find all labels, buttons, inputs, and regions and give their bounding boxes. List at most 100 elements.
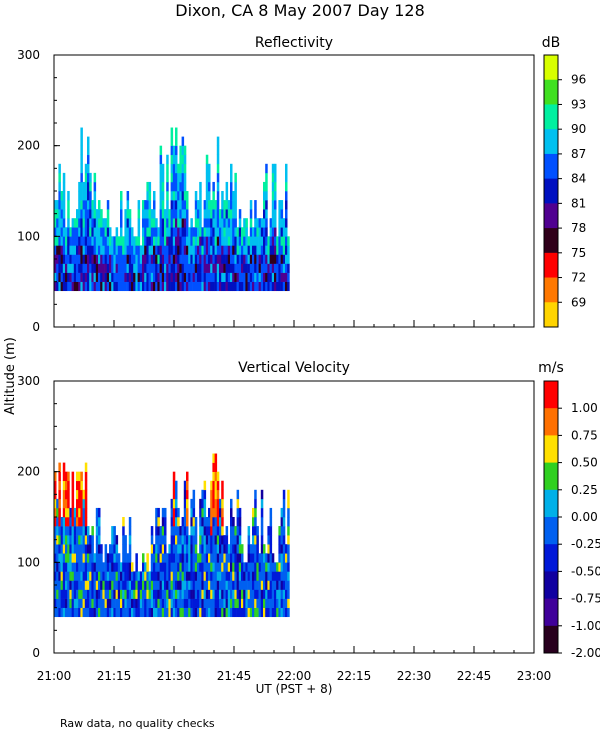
heatmap-cell [208, 272, 211, 282]
heatmap-cell [216, 589, 220, 599]
heatmap-cell [128, 263, 132, 273]
heatmap-cell [234, 571, 237, 581]
heatmap-cell [69, 507, 72, 518]
heatmap-cell [190, 281, 193, 292]
heatmap-cell [210, 517, 213, 527]
heatmap-cell [190, 272, 193, 282]
heatmap-cell [232, 254, 235, 264]
heatmap-cell [133, 245, 136, 255]
heatmap-cell [146, 553, 149, 563]
heatmap-cell [144, 272, 147, 282]
heatmap-cell [128, 227, 132, 237]
heatmap-cell [58, 562, 61, 572]
heatmap-cell [269, 553, 273, 563]
heatmap-cell [115, 272, 119, 282]
heatmap-cell [76, 589, 79, 599]
heatmap-cell [179, 562, 182, 572]
heatmap-cell [67, 507, 70, 518]
heatmap-cell [260, 571, 264, 581]
heatmap-cell [199, 507, 202, 518]
heatmap-cell [104, 562, 108, 572]
heatmap-cell [100, 562, 103, 572]
heatmap-cell [230, 236, 233, 246]
heatmap-cell [179, 218, 182, 228]
heatmap-cell [84, 200, 88, 210]
heatmap-cell [282, 254, 286, 264]
heatmap-cell [91, 263, 94, 273]
heatmap-cell [271, 571, 275, 581]
heatmap-cell [139, 589, 143, 599]
heatmap-cell [62, 589, 66, 599]
heatmap-cell [183, 272, 187, 282]
colorbar-segment [544, 598, 558, 627]
heatmap-cell [67, 580, 70, 590]
heatmap-cell [65, 544, 68, 554]
heatmap-cell [197, 272, 200, 282]
heatmap-cell [67, 589, 70, 599]
heatmap-cell [148, 227, 152, 237]
heatmap-cell [157, 562, 160, 572]
heatmap-cell [263, 272, 266, 282]
heatmap-cell [260, 535, 264, 545]
heatmap-cell [58, 498, 61, 509]
heatmap-cell [234, 263, 237, 273]
heatmap-cell [58, 507, 61, 518]
heatmap-cell [157, 507, 160, 518]
heatmap-cell [135, 562, 138, 572]
heatmap-cell [67, 272, 70, 282]
heatmap-cell [142, 589, 145, 599]
heatmap-cell [76, 507, 79, 518]
heatmap-cell [201, 263, 204, 273]
heatmap-cell [186, 471, 189, 482]
heatmap-cell [183, 607, 187, 618]
heatmap-cell [172, 263, 176, 273]
heatmap-cell [260, 507, 264, 518]
heatmap-cell [183, 580, 187, 590]
heatmap-cell [58, 200, 61, 210]
heatmap-cell [247, 589, 251, 599]
heatmap-cell [89, 562, 92, 572]
heatmap-cell [278, 218, 281, 228]
y-tick-label: 200 [17, 465, 40, 479]
heatmap-cell [76, 245, 79, 255]
heatmap-cell [54, 471, 57, 482]
heatmap-cell [58, 218, 61, 228]
heatmap-cell [80, 471, 83, 482]
heatmap-cell [98, 562, 101, 572]
heatmap-cell [100, 272, 103, 282]
heatmap-cell [78, 598, 81, 608]
heatmap-cell [76, 598, 79, 608]
heatmap-cell [87, 163, 90, 174]
heatmap-cell [155, 245, 158, 255]
colorbar-segment [544, 129, 558, 155]
heatmap-cell [122, 254, 125, 264]
heatmap-cell [78, 562, 81, 572]
heatmap-cell [232, 544, 235, 554]
heatmap-cell [219, 498, 222, 509]
heatmap-cell [260, 607, 264, 618]
heatmap-cell [201, 227, 204, 237]
heatmap-cell [263, 544, 266, 554]
heatmap-cell [137, 589, 141, 599]
heatmap-cell [84, 236, 88, 246]
heatmap-cell [260, 526, 264, 536]
heatmap-cell [258, 218, 262, 228]
heatmap-cell [161, 245, 165, 255]
heatmap-cell [216, 245, 220, 255]
heatmap-cell [280, 200, 284, 210]
heatmap-cell [188, 544, 191, 554]
heatmap-cell [126, 598, 130, 608]
heatmap-cell [62, 191, 66, 201]
heatmap-cell [210, 236, 213, 246]
heatmap-cell [126, 191, 130, 201]
heatmap-cell [166, 245, 169, 255]
heatmap-cell [241, 598, 244, 608]
heatmap-cell [203, 498, 207, 509]
heatmap-cell [69, 254, 72, 264]
heatmap-cell [260, 254, 264, 264]
heatmap-cell [203, 218, 207, 228]
heatmap-cell [280, 227, 284, 237]
heatmap-cell [194, 254, 198, 264]
heatmap-cell [153, 218, 156, 228]
heatmap-cell [62, 462, 66, 472]
